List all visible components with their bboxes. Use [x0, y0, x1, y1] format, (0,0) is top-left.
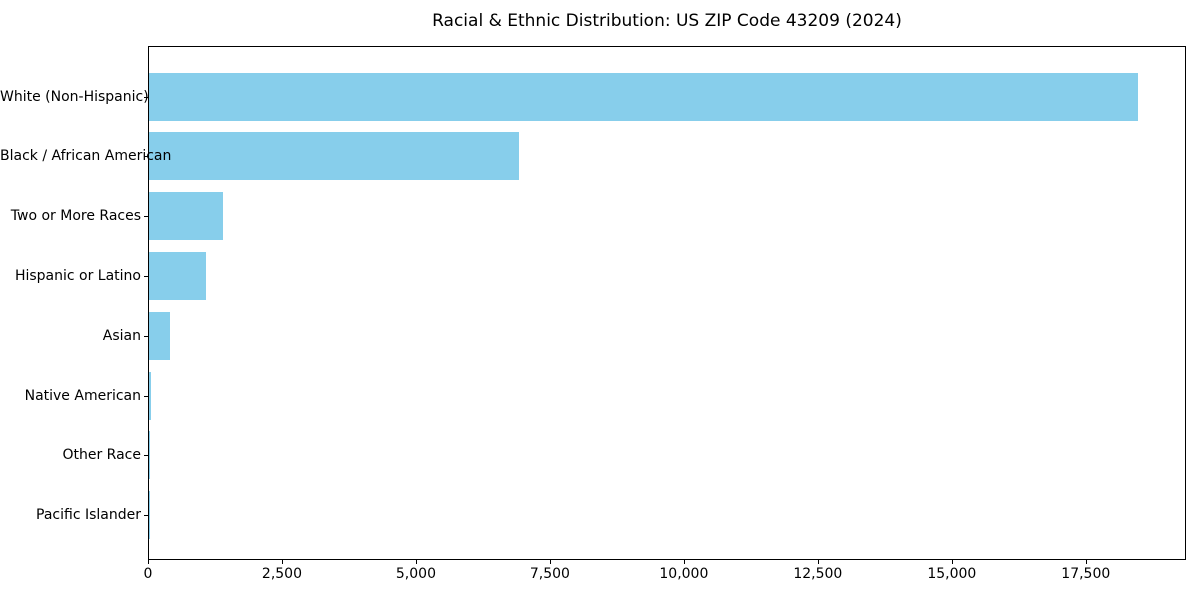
x-tick-mark — [817, 560, 819, 564]
y-tick-mark — [144, 395, 148, 397]
x-tick-mark — [549, 560, 551, 564]
y-axis-label: White (Non-Hispanic) — [0, 88, 149, 105]
x-tick-label: 5,000 — [395, 566, 436, 582]
y-tick-mark — [144, 515, 148, 517]
x-tick-label: 15,000 — [927, 566, 977, 582]
x-tick-label: 2,500 — [261, 566, 303, 582]
bar — [149, 192, 223, 241]
y-axis-label: Native American — [24, 387, 141, 404]
y-axis-label: Pacific Islander — [36, 507, 141, 524]
x-tick-label: 0 — [143, 566, 153, 582]
y-tick-mark — [144, 96, 148, 98]
bar — [149, 72, 1138, 121]
x-tick-label: 10,000 — [659, 566, 709, 582]
bar — [149, 311, 170, 360]
bar — [149, 251, 207, 300]
bar — [149, 132, 519, 181]
x-tick-mark — [1085, 560, 1087, 564]
y-axis-label: Hispanic or Latino — [14, 267, 141, 284]
y-tick-mark — [144, 275, 148, 277]
y-tick-mark — [144, 335, 148, 337]
y-axis-label: Two or More Races — [10, 208, 141, 225]
y-axis-label: Asian — [102, 327, 141, 344]
y-tick-mark — [144, 455, 148, 457]
y-tick-mark — [144, 216, 148, 218]
plot-area — [148, 46, 1186, 560]
x-tick-mark — [281, 560, 283, 564]
x-tick-mark — [951, 560, 953, 564]
y-axis-label: Other Race — [62, 447, 141, 464]
y-axis-label: Black / African American — [0, 148, 172, 165]
bar — [149, 431, 150, 480]
chart-title: Racial & Ethnic Distribution: US ZIP Cod… — [432, 11, 902, 31]
bar — [149, 371, 151, 420]
x-tick-label: 17,500 — [1061, 566, 1111, 582]
x-tick-mark — [415, 560, 417, 564]
x-tick-label: 7,500 — [529, 566, 570, 582]
x-tick-label: 12,500 — [793, 566, 843, 582]
x-tick-mark — [683, 560, 685, 564]
x-tick-mark — [148, 560, 149, 564]
y-tick-mark — [144, 156, 148, 158]
